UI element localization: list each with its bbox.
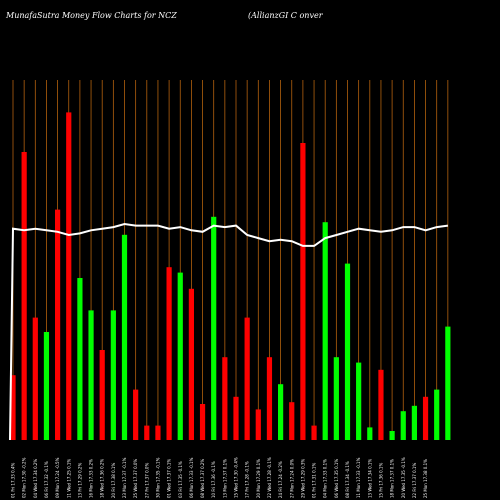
money-flow-bar [344, 263, 351, 440]
x-tick-label: 13 Fri 17.29 0.2% [77, 463, 82, 498]
x-tick-label: 20 Wed 17.35 -0.1% [401, 457, 406, 498]
x-tick-label: 01 Wed 17.37 0.1% [167, 459, 172, 498]
x-tick-label: 04 Mon 17.33 0.1% [323, 459, 328, 498]
money-flow-bar [411, 405, 417, 440]
x-tick-label: 18 Mon 17.37 0.1% [390, 459, 395, 498]
chart-subtitle: (AllianzGI C onver [248, 11, 323, 20]
x-tick-label: 22 Fri 17.37 0.1% [412, 463, 417, 498]
money-flow-bar [88, 310, 94, 440]
money-flow-bar [99, 350, 105, 440]
money-flow-bar [445, 326, 451, 440]
x-tick-label: 08 Fri 17.34 -0.1% [345, 461, 350, 498]
money-flow-bar [255, 409, 261, 440]
money-flow-bar [43, 332, 50, 440]
x-tick-label: 02 Mon 17.30 -0.2% [22, 457, 27, 498]
x-tick-label: 13 Mon 17.37 0.1% [222, 459, 227, 498]
money-flow-bar [322, 222, 328, 440]
money-flow-bar [144, 425, 150, 440]
money-flow-bar [133, 389, 139, 440]
money-flow-bar [55, 209, 61, 440]
x-tick-label: 20 Fri 17.38 0.1% [111, 463, 116, 498]
x-tick-label: 06 Wed 17.35 0.1% [334, 459, 339, 498]
x-tick-label: 10 Fri 17.36 -0.1% [211, 461, 216, 498]
x-tick-label: 06 Fri 17.32 -0.1% [44, 461, 49, 498]
money-flow-bar [266, 357, 273, 440]
money-flow-bar [289, 402, 295, 440]
money-flow-bar [434, 389, 440, 440]
money-flow-bar [378, 369, 384, 440]
money-flow-bar [389, 431, 395, 440]
money-flow-bar [32, 317, 38, 440]
money-flow-bar [110, 310, 116, 440]
x-tick-label: 11 Wed 17.25 0.1% [66, 459, 71, 498]
money-flow-bar [333, 357, 339, 440]
x-tick-label: 23 Mon 17.37 -0.1% [122, 457, 127, 498]
money-flow-bar [356, 362, 362, 440]
x-tick-label: 25 Mon 17.38 0.1% [423, 459, 428, 498]
money-flow-bar [177, 272, 183, 440]
x-tick-label: 15 Fri 17.36 0.1% [378, 463, 383, 498]
x-axis-ticks: 01 Fri 17.33 0.4% 02 Mon 17.30 -0.2% 04 We… [11, 457, 429, 498]
x-tick-label: 15 Wed 17.30 -0.4% [234, 457, 239, 498]
x-tick-label: 09 Mon 17.24 -0.5% [55, 457, 60, 498]
money-flow-bar [233, 396, 239, 440]
price-line [9, 222, 449, 441]
x-tick-label: 11 Mon 17.33 -0.1% [356, 457, 361, 498]
money-flow-bar [199, 404, 206, 440]
money-flow-bar [400, 411, 406, 440]
x-tick-label: 30 Mon 17.35 -0.1% [155, 457, 160, 498]
money-flow-bar [278, 384, 284, 440]
x-tick-label: 08 Wed 17.37 0.2% [200, 459, 205, 498]
x-tick-label: 04 Wed 17.34 0.2% [33, 459, 38, 498]
x-tick-label: 20 Mon 17.29 0.1% [256, 459, 261, 498]
money-flow-bar [300, 143, 306, 440]
money-flow-bar [155, 425, 161, 440]
money-flow-bar [422, 396, 429, 440]
money-flow-bar [367, 427, 373, 440]
money-flow-bar [10, 375, 16, 440]
money-flow-bar [311, 425, 317, 440]
x-tick-label: 17 Fri 17.28 -0.1% [245, 461, 250, 498]
x-tick-label: 18 Wed 17.36 0.2% [100, 459, 105, 498]
x-tick-label: 27 Fri 17.37 0.0% [144, 463, 149, 498]
chart-title: MunafaSutra Money Flow Charts for NCZ [6, 11, 177, 20]
x-tick-label: 03 Fri 17.35 -0.1% [178, 461, 183, 498]
money-flow-bar [211, 216, 217, 440]
x-tick-label: 13 Wed 17.34 0.1% [367, 459, 372, 498]
price-line-path [9, 222, 449, 441]
x-tick-label: 27 Mon 17.24 0.0% [289, 459, 294, 498]
money-flow-bar [222, 357, 228, 440]
x-tick-label: 01 Fri 17.33 0.4% [11, 463, 16, 498]
x-tick-label: 01 Fri 17.31 0.1% [312, 463, 317, 498]
money-flow-bar [188, 288, 194, 440]
money-flow-bar [77, 278, 83, 440]
money-flow-bars [10, 112, 451, 441]
x-tick-label: 29 Wed 17.29 0.3% [300, 459, 305, 498]
money-flow-bar [66, 112, 72, 441]
x-tick-label: 24 Fri 17.24 -0.2% [278, 461, 283, 498]
x-tick-label: 22 Wed 17.28 -0.1% [267, 457, 272, 498]
x-tick-label: 16 Mon 17.33 0.2% [89, 459, 94, 498]
money-flow-bar [121, 234, 128, 440]
money-flow-bar [166, 267, 172, 440]
x-tick-label: 06 Mon 17.33 -0.1% [189, 457, 194, 498]
x-tick-label: 25 Wed 17.37 0.0% [133, 459, 138, 498]
money-flow-bar [244, 317, 250, 440]
money-flow-bar [21, 152, 27, 440]
